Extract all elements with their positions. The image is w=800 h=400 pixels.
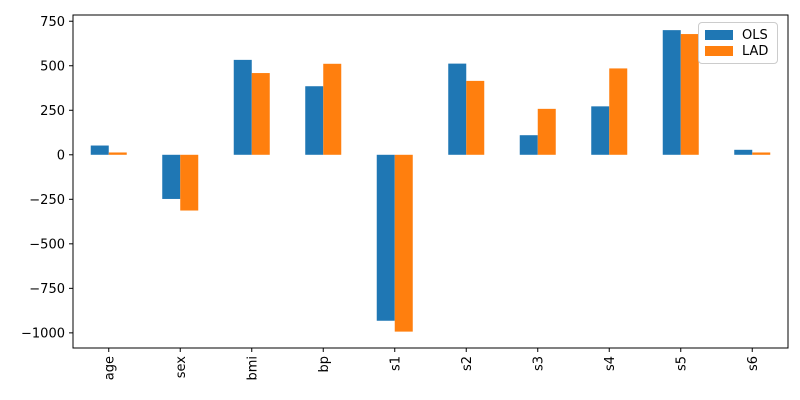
bar-ols-s5	[662, 30, 681, 155]
x-tick-label-age: age	[102, 356, 117, 380]
bar-lad-bmi	[251, 73, 270, 155]
legend-label-ols: OLS	[742, 27, 768, 43]
y-tick-label: −500	[29, 237, 65, 252]
x-tick-label-s2: s2	[460, 356, 475, 371]
x-tick-label-sex: sex	[174, 356, 189, 379]
bar-ols-s3	[519, 135, 538, 155]
bar-lad-s2	[466, 80, 485, 155]
bar-ols-s2	[448, 63, 467, 155]
x-tick-label-s3: s3	[531, 356, 546, 371]
x-tick-label-s1: s1	[388, 356, 403, 371]
x-tick-label-bp: bp	[317, 356, 332, 373]
bar-lad-s5	[680, 34, 699, 155]
bar-ols-s1	[376, 154, 395, 321]
y-tick-label: −250	[29, 193, 65, 208]
legend: OLS LAD	[698, 22, 778, 64]
legend-swatch-ols-icon	[705, 30, 733, 40]
bar-lad-s1	[394, 154, 413, 332]
bar-ols-sex	[162, 154, 181, 199]
y-tick-label: 0	[57, 148, 65, 163]
bar-ols-age	[90, 145, 109, 155]
bar-ols-bp	[305, 86, 324, 155]
legend-swatch-lad-icon	[705, 46, 733, 56]
y-tick-label: 500	[40, 59, 65, 74]
x-tick-label-bmi: bmi	[245, 356, 260, 381]
bar-lad-s6	[752, 152, 771, 155]
legend-item-lad: LAD	[705, 44, 770, 59]
bar-lad-age	[108, 152, 127, 155]
x-tick-label-s4: s4	[603, 356, 618, 371]
bar-ols-bmi	[233, 59, 252, 155]
bar-lad-sex	[180, 154, 199, 211]
bar-lad-s3	[537, 108, 556, 155]
y-tick-label: 750	[40, 15, 65, 30]
bar-lad-s4	[609, 68, 628, 155]
bar-lad-bp	[323, 63, 342, 155]
legend-item-ols: OLS	[705, 28, 770, 43]
y-tick-label: −750	[29, 282, 65, 297]
y-tick-label: −1000	[21, 326, 65, 341]
bar-ols-s4	[591, 106, 610, 155]
bar-ols-s6	[734, 149, 753, 155]
y-tick-label: 250	[40, 104, 65, 119]
x-tick-label-s5: s5	[674, 356, 689, 371]
x-tick-label-s6: s6	[746, 356, 761, 371]
legend-label-lad: LAD	[742, 43, 769, 59]
axes-frame	[72, 14, 789, 349]
